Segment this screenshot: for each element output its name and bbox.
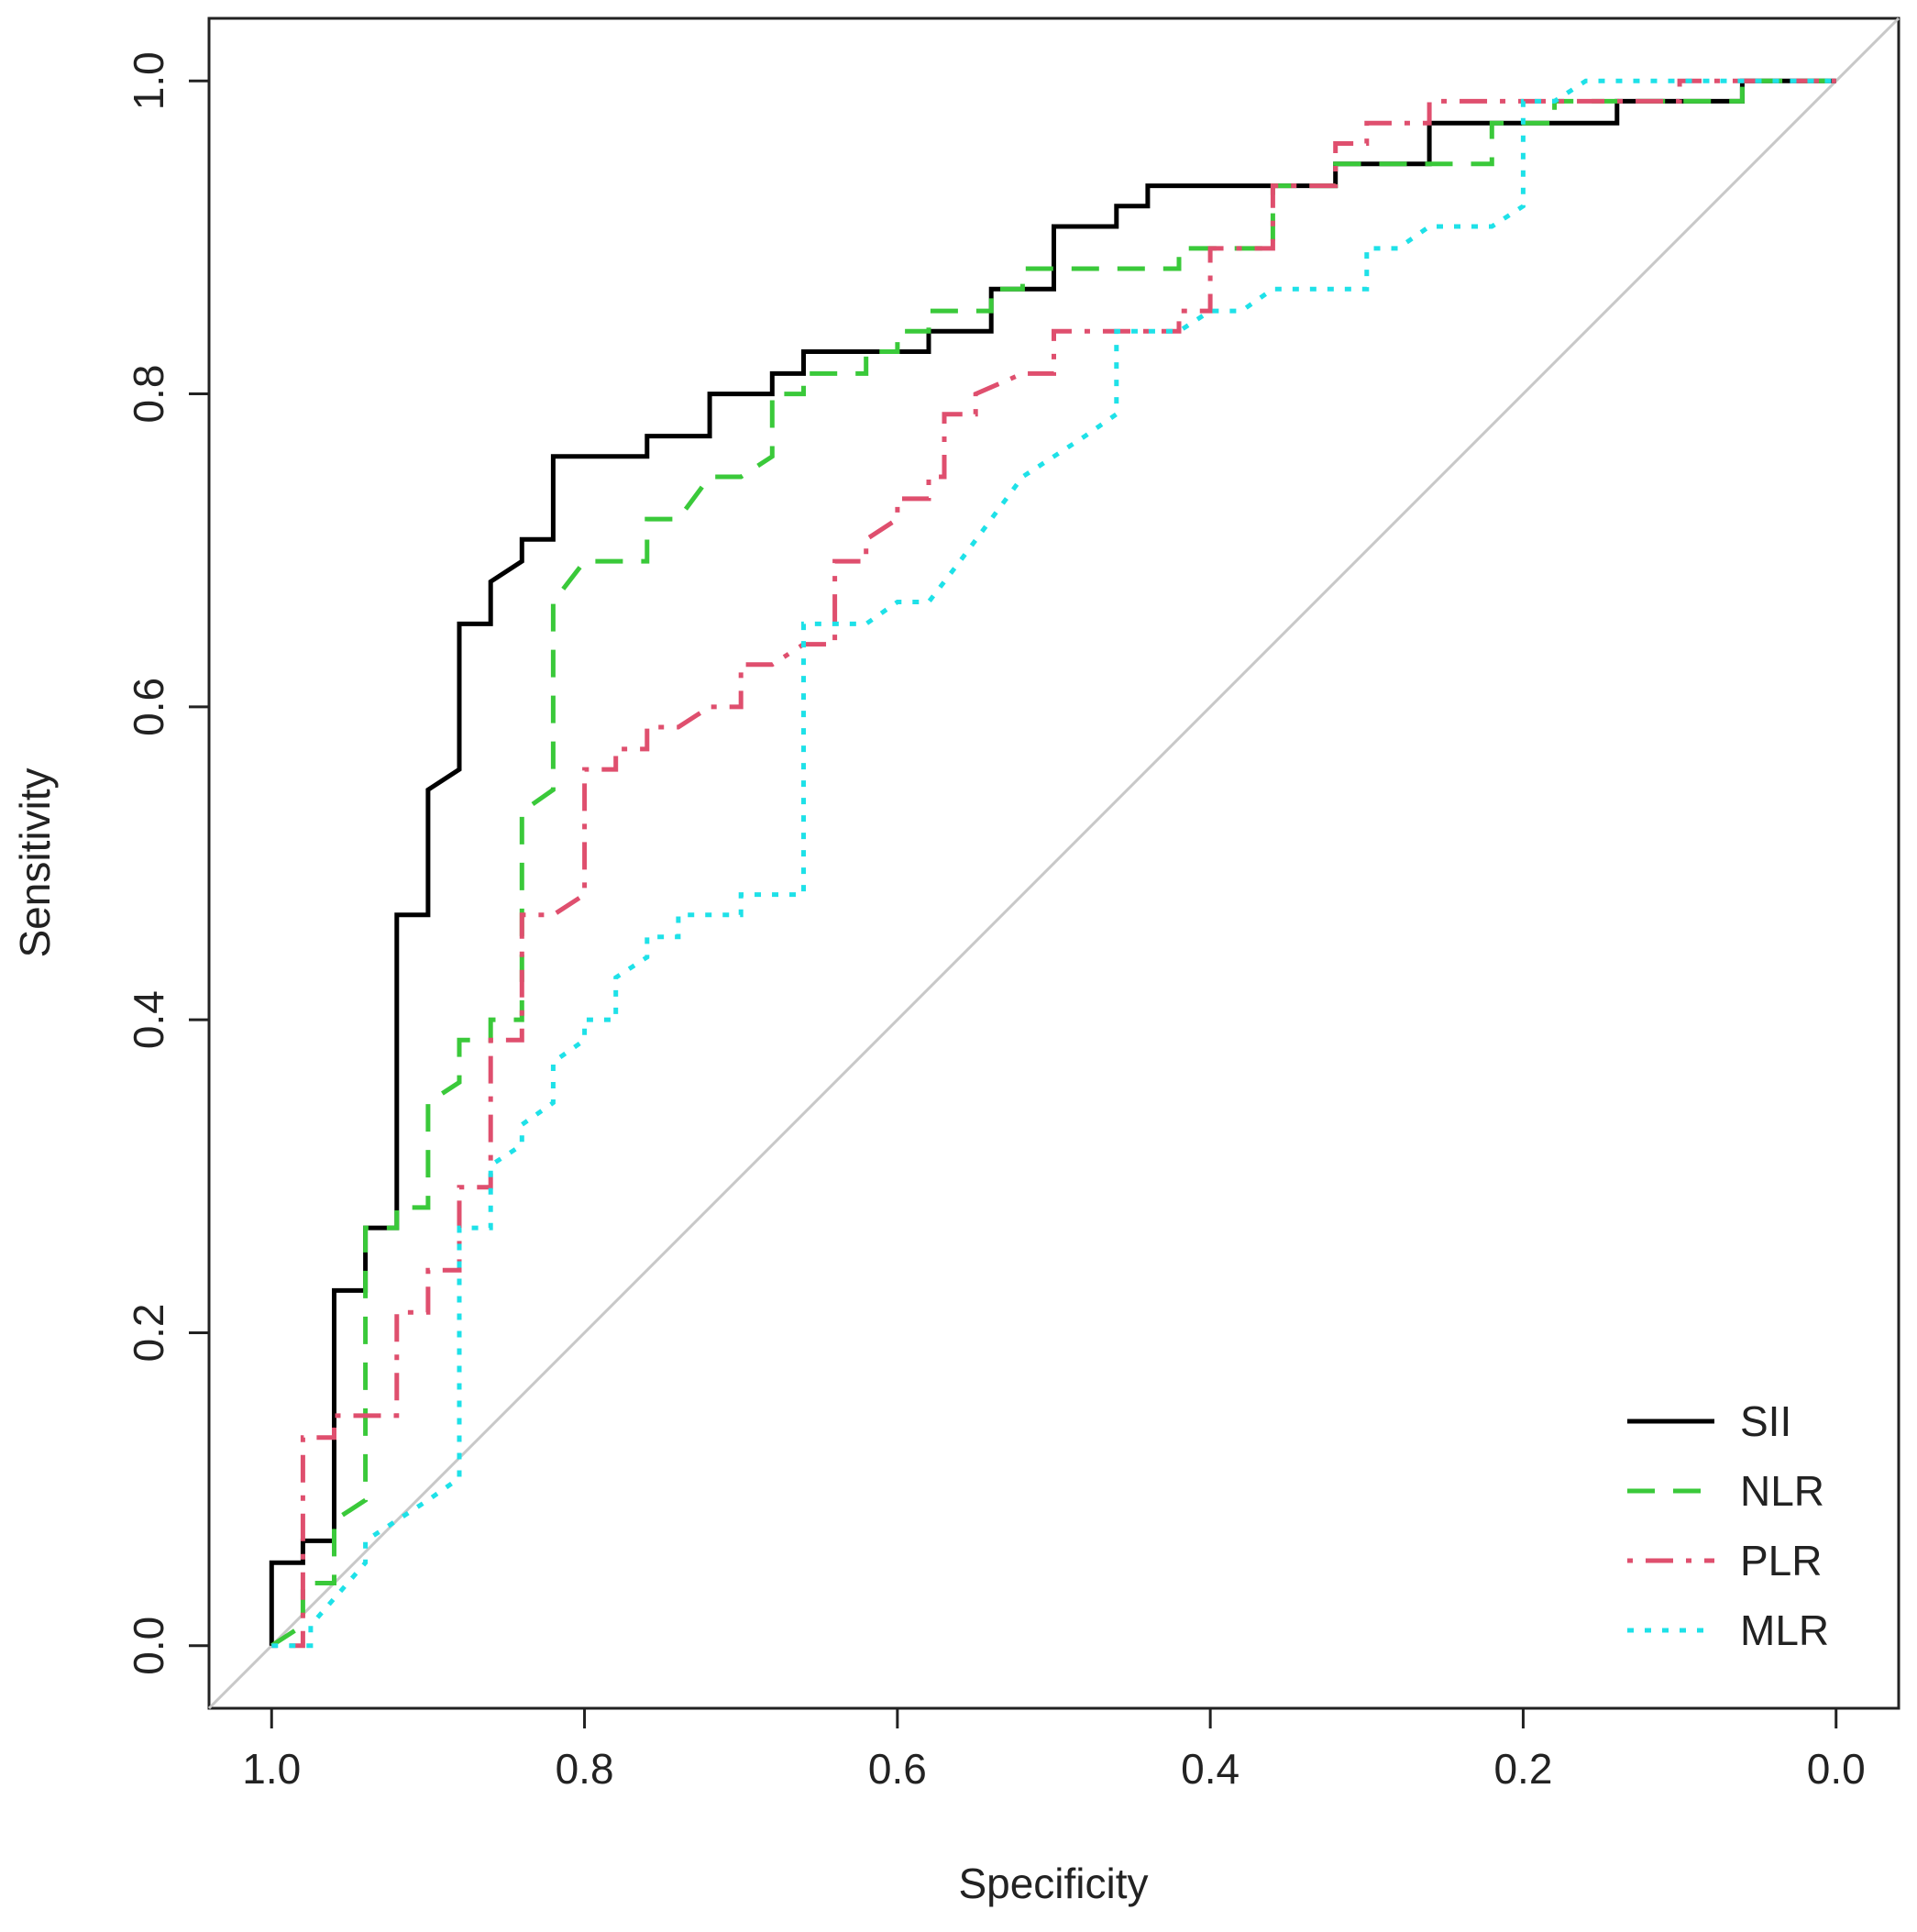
x-tick-label: 0.6 [868,1745,927,1793]
y-tick-label: 0.2 [125,1303,172,1362]
y-tick-label: 0.4 [125,990,172,1049]
series-line-sii [269,78,1836,1646]
legend: SII NLR PLR MLR [1627,1397,1829,1654]
legend-label-nlr: NLR [1740,1467,1824,1515]
x-ticks: 1.0 0.8 0.6 0.4 0.2 0.0 [242,1708,1866,1793]
legend-label-plr: PLR [1740,1537,1822,1584]
y-tick-label: 0.8 [125,365,172,424]
x-tick-label: 1.0 [242,1745,301,1793]
x-tick-label: 0.0 [1807,1745,1866,1793]
y-tick-label: 0.0 [125,1617,172,1675]
series-line-nlr [270,78,1836,1648]
x-tick-label: 0.4 [1181,1745,1239,1793]
legend-label-sii: SII [1740,1397,1791,1445]
x-axis-title: Specificity [958,1860,1148,1907]
series-line-plr [271,78,1836,1649]
y-ticks: 0.0 0.2 0.4 0.6 0.8 1.0 [125,51,209,1675]
x-tick-label: 0.8 [556,1745,614,1793]
legend-label-mlr: MLR [1740,1606,1829,1654]
x-tick-label: 0.2 [1493,1745,1552,1793]
y-tick-label: 1.0 [125,51,172,110]
series-lines [269,78,1836,1649]
y-axis-title: Sensitivity [11,767,59,957]
series-line-mlr [271,78,1836,1649]
y-tick-label: 0.6 [125,678,172,736]
reference-diagonal [207,17,1900,1710]
